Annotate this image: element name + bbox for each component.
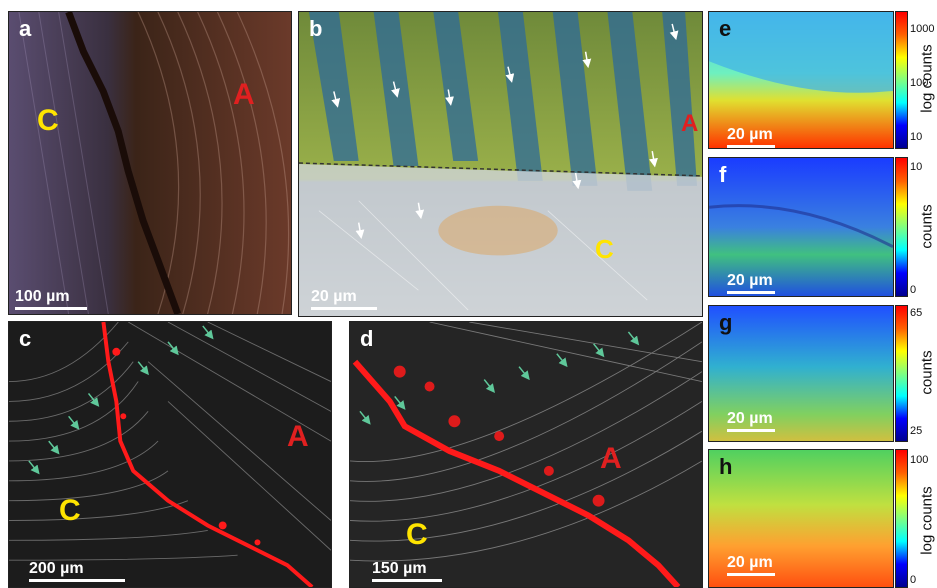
colorbar-f-tick-1: 10 bbox=[910, 161, 923, 173]
colorbar-e-title: log counts bbox=[918, 44, 936, 113]
panel-f-label: f bbox=[719, 162, 727, 187]
panel-h-image bbox=[709, 450, 893, 587]
panel-d: d A C 150 µm bbox=[349, 321, 703, 588]
panel-g-scale-label: 20 µm bbox=[727, 410, 773, 427]
panel-f-image bbox=[709, 158, 893, 296]
panel-b-image bbox=[299, 12, 702, 316]
panel-d-image bbox=[350, 322, 702, 587]
panel-b-scalebar: 20 µm bbox=[311, 288, 377, 310]
panel-g-label: g bbox=[719, 310, 733, 335]
panel-h-scale-label: 20 µm bbox=[727, 554, 773, 571]
panel-c-image bbox=[9, 322, 331, 587]
panel-e-scale-label: 20 µm bbox=[727, 126, 773, 143]
panel-a-image bbox=[9, 12, 291, 314]
panel-b-label: b bbox=[309, 16, 323, 41]
colorbar-g-tick-1: 65 bbox=[910, 307, 923, 319]
panel-c-label: c bbox=[19, 326, 32, 351]
colorbar-f-title: counts bbox=[918, 204, 936, 249]
colorbar-g-title: counts bbox=[918, 350, 936, 395]
colorbar-e bbox=[895, 11, 908, 149]
panel-e-image bbox=[709, 12, 893, 148]
colorbar-e-tick-3: 10 bbox=[910, 131, 923, 143]
panel-b-region-c: C bbox=[595, 234, 614, 264]
colorbar-h-tick-2: 0 bbox=[910, 574, 917, 586]
panel-h-scalebar: 20 µm bbox=[727, 554, 775, 576]
panel-c-scale-label: 200 µm bbox=[29, 560, 84, 577]
colorbar-h-title: log counts bbox=[918, 486, 936, 555]
panel-f-scalebar: 20 µm bbox=[727, 272, 775, 294]
panel-g-image bbox=[709, 306, 893, 441]
colorbar-h-tick-1: 100 bbox=[910, 454, 929, 466]
panel-a-scale-label: 100 µm bbox=[15, 288, 70, 305]
panel-b: b A C 20 µm bbox=[298, 11, 703, 317]
panel-f-scale-label: 20 µm bbox=[727, 272, 773, 289]
colorbar-f bbox=[895, 157, 908, 297]
panel-d-region-a: A bbox=[600, 442, 622, 475]
panel-d-region-c: C bbox=[406, 518, 428, 551]
panel-d-label: d bbox=[360, 326, 374, 351]
panel-e-label: e bbox=[719, 16, 732, 41]
colorbar-g bbox=[895, 305, 908, 442]
colorbar-f-tick-2: 0 bbox=[910, 284, 917, 296]
panel-e-scalebar: 20 µm bbox=[727, 126, 775, 148]
panel-f: f 20 µm bbox=[708, 157, 894, 297]
panel-g: g 20 µm bbox=[708, 305, 894, 442]
panel-a-region-c: C bbox=[37, 104, 59, 137]
panel-c-region-a: A bbox=[287, 420, 309, 453]
panel-d-scale-label: 150 µm bbox=[372, 560, 427, 577]
panel-c: c A C 200 µm bbox=[8, 321, 332, 588]
colorbar-h bbox=[895, 449, 908, 588]
panel-b-scale-label: 20 µm bbox=[311, 288, 357, 305]
panel-h: h 20 µm bbox=[708, 449, 894, 588]
panel-g-scalebar: 20 µm bbox=[727, 410, 775, 432]
panel-h-label: h bbox=[719, 454, 733, 479]
colorbar-e-tick-2: 100 bbox=[910, 77, 929, 89]
panel-a-region-a: A bbox=[233, 78, 255, 111]
panel-e: e 20 µm bbox=[708, 11, 894, 149]
colorbar-g-tick-2: 25 bbox=[910, 425, 923, 437]
panel-c-region-c: C bbox=[59, 494, 81, 527]
panel-a-label: a bbox=[19, 16, 32, 41]
panel-c-scalebar: 200 µm bbox=[29, 560, 125, 582]
panel-a-scalebar: 100 µm bbox=[15, 288, 87, 310]
panel-d-scalebar: 150 µm bbox=[372, 560, 442, 582]
panel-b-region-a: A bbox=[681, 110, 699, 137]
colorbar-e-tick-1: 1000 bbox=[910, 23, 935, 35]
panel-a: a C A 100 µm bbox=[8, 11, 292, 315]
